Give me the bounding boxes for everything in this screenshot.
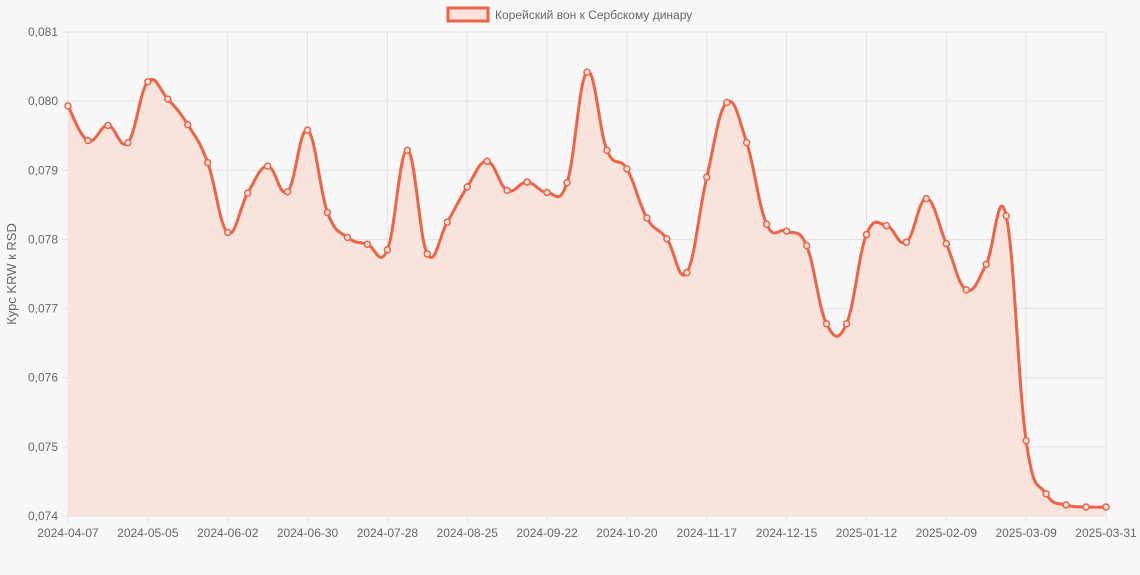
data-point: [423, 250, 432, 258]
data-point: [463, 183, 471, 191]
x-tick-label: 2024-10-20: [596, 526, 658, 540]
y-tick-label: 0,075: [28, 440, 58, 454]
data-point: [124, 138, 132, 147]
data-point: [922, 194, 931, 203]
data-point: [782, 227, 791, 235]
x-tick-label: 2024-06-30: [277, 526, 339, 540]
data-point: [483, 157, 491, 166]
x-tick-label: 2024-08-25: [437, 526, 499, 540]
y-tick-label: 0,077: [28, 302, 58, 316]
data-point: [962, 286, 971, 294]
data-point: [243, 189, 252, 197]
y-axis-label: Курс KRW к RSD: [4, 223, 19, 325]
data-point: [862, 230, 871, 239]
data-point: [164, 95, 172, 103]
x-tick-label: 2024-05-05: [117, 526, 179, 540]
data-point: [663, 234, 671, 243]
legend[interactable]: Корейский вон к Сербскому динару: [446, 6, 692, 23]
y-tick-label: 0,074: [28, 509, 58, 523]
x-tick-label: 2025-03-31: [1075, 526, 1137, 540]
data-point: [603, 146, 611, 154]
data-point: [64, 102, 72, 110]
data-point: [982, 260, 990, 269]
x-tick-label: 2025-01-12: [836, 526, 898, 540]
data-point: [223, 228, 232, 237]
x-tick-label: 2025-02-09: [916, 526, 978, 540]
x-tick-label: 2024-11-17: [677, 526, 738, 540]
data-point: [1002, 212, 1010, 220]
y-tick-label: 0,078: [28, 232, 58, 246]
data-point: [343, 233, 352, 242]
data-point: [942, 239, 951, 248]
data-point: [822, 320, 831, 328]
data-point: [703, 173, 711, 181]
data-point: [523, 178, 531, 186]
data-point: [882, 221, 891, 230]
x-tick-label: 2024-09-22: [516, 526, 578, 540]
data-point: [1102, 503, 1110, 511]
data-point: [443, 218, 452, 226]
data-point: [84, 136, 92, 145]
y-tick-label: 0,079: [28, 163, 58, 177]
data-point: [503, 186, 511, 195]
data-point: [563, 178, 571, 187]
data-point: [1042, 490, 1050, 498]
data-point: [742, 138, 751, 147]
legend-swatch[interactable]: [446, 6, 490, 23]
data-point: [1062, 501, 1070, 509]
data-point: [144, 78, 152, 86]
y-tick-label: 0,081: [28, 25, 58, 39]
data-point: [104, 121, 112, 130]
data-point: [762, 220, 771, 228]
data-point: [323, 208, 332, 217]
y-tick-label: 0,080: [28, 94, 58, 108]
data-point: [802, 241, 811, 250]
area-layer: [68, 71, 1106, 516]
data-point: [283, 187, 292, 196]
data-point: [263, 162, 272, 170]
data-point: [623, 165, 631, 173]
x-tick-label: 2024-07-28: [357, 526, 419, 540]
data-point: [184, 120, 192, 129]
series-area: [68, 71, 1106, 516]
legend-label[interactable]: Корейский вон к Сербскому динару: [495, 8, 692, 22]
data-point: [842, 320, 851, 328]
data-point: [683, 268, 691, 277]
x-tick-label: 2024-12-15: [756, 526, 818, 540]
x-tick-label: 2024-04-07: [37, 526, 99, 540]
data-point: [902, 238, 911, 246]
data-point: [1082, 503, 1090, 511]
data-point: [363, 240, 372, 249]
data-point: [203, 158, 212, 167]
data-point: [583, 68, 591, 76]
x-tick-label: 2024-06-02: [197, 526, 259, 540]
data-point: [303, 126, 312, 134]
data-point: [722, 98, 731, 107]
data-point: [543, 188, 551, 197]
y-tick-label: 0,076: [28, 371, 58, 385]
data-point: [383, 246, 392, 254]
points-layer: [64, 68, 1110, 511]
y-axis-ticks: 0,074 0,075 0,076 0,077 0,078 0,079 0,080 0,081: [28, 25, 58, 523]
x-axis-ticks: 2024-04-07 2024-05-05 2024-06-02 2024-06-30…: [37, 526, 1137, 540]
data-point: [403, 146, 412, 154]
data-point: [1022, 436, 1030, 445]
data-point: [643, 214, 651, 222]
x-tick-label: 2025-03-09: [995, 526, 1057, 540]
